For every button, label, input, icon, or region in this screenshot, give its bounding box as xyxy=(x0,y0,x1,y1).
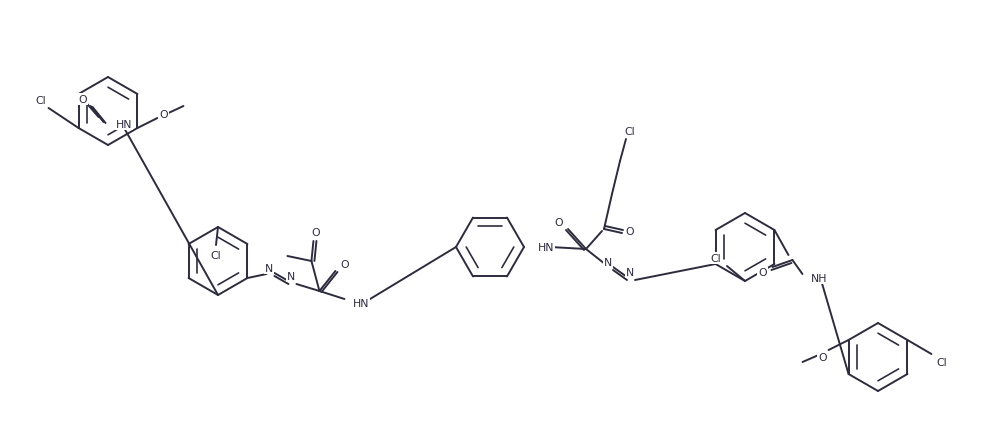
Text: O: O xyxy=(79,95,87,105)
Text: NH: NH xyxy=(811,273,827,283)
Text: O: O xyxy=(311,227,320,237)
Text: O: O xyxy=(159,110,167,120)
Text: Cl: Cl xyxy=(35,96,46,106)
Text: N: N xyxy=(626,267,634,277)
Text: HN: HN xyxy=(352,298,369,308)
Text: Cl: Cl xyxy=(710,253,721,264)
Text: O: O xyxy=(626,227,635,237)
Text: N: N xyxy=(287,271,295,281)
Text: HN: HN xyxy=(115,120,132,130)
Text: HN: HN xyxy=(538,243,555,252)
Text: O: O xyxy=(340,259,348,269)
Text: O: O xyxy=(758,267,767,277)
Text: N: N xyxy=(604,258,612,267)
Text: N: N xyxy=(266,264,274,273)
Text: Cl: Cl xyxy=(625,127,636,137)
Text: O: O xyxy=(555,218,563,227)
Text: O: O xyxy=(819,352,827,362)
Text: Cl: Cl xyxy=(936,357,947,367)
Text: Cl: Cl xyxy=(211,250,221,261)
